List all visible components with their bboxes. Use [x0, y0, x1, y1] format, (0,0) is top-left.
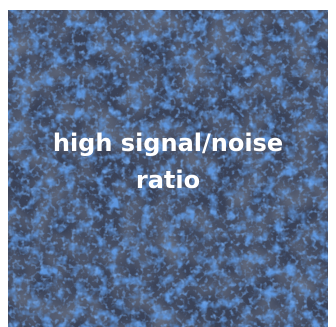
- caption-line-2: ratio: [135, 166, 201, 194]
- noise-texture: [8, 10, 328, 327]
- image-caption: high signal/noise ratio: [8, 125, 328, 199]
- noise-image-panel: high signal/noise ratio: [8, 10, 328, 327]
- caption-line-1: high signal/noise: [52, 129, 284, 157]
